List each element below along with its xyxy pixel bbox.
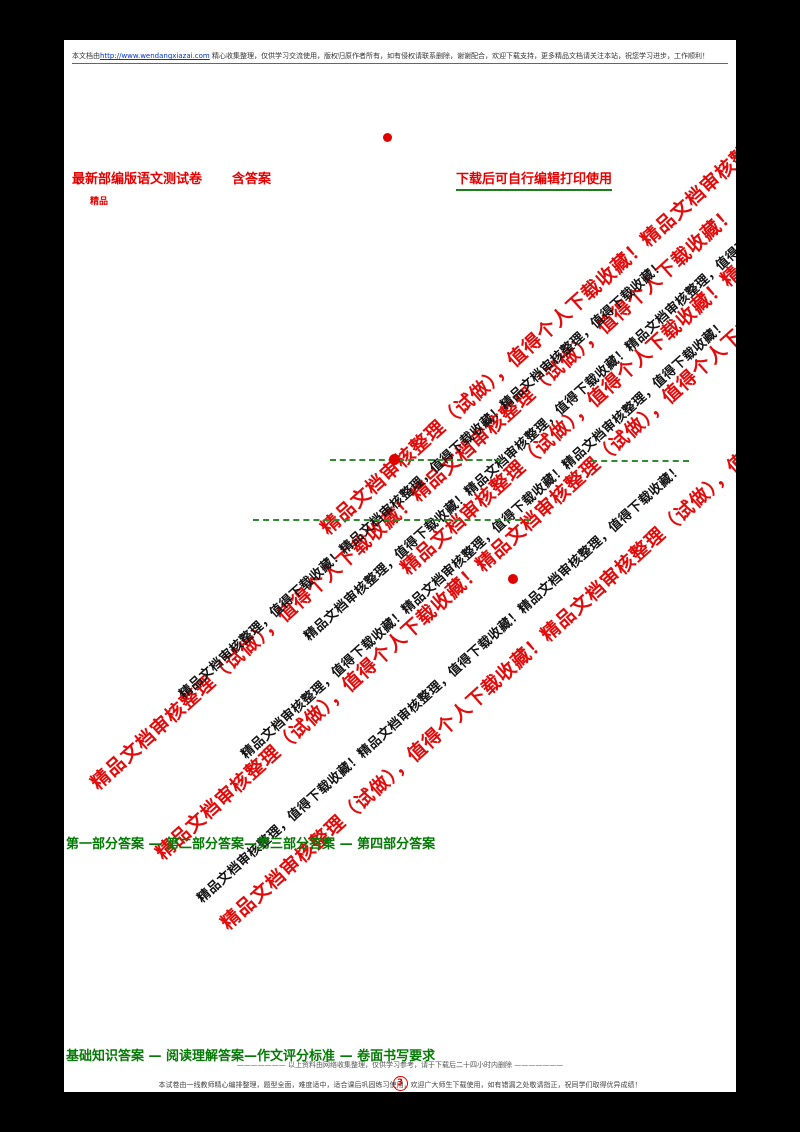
footer-text: 本试卷由一线教师精心编排整理，题型全面，难度适中，适合课后巩固练习使用，欢迎广大… [158,1081,642,1089]
green-dashed-rule [253,519,531,521]
header-prefix-text: 本文档由 [72,52,100,60]
heading-right-underlined: 下载后可自行编辑打印使用 [456,168,613,191]
red-dot-mark [508,574,518,584]
center-note: ——————— 以上资料由网络收集整理，仅供学习参考，请于下载后二十四小时内删除… [236,1061,564,1069]
document-page: 精品文档审核整理（试做），值得个人下载收藏！精品文档审核整理（试做），值得个人下… [64,40,736,1092]
heading-left: 最新部编版语文测试卷 [72,172,203,187]
heading-sub-note: 精品 [90,197,109,207]
page-header: 本文档由http://www.wendangxiazai.com 精心收集整理，… [72,52,728,64]
red-dot-mark [383,133,392,142]
header-suffix-text: 精心收集整理，仅供学习交流使用，版权归原作者所有，如有侵权请联系删除，谢谢配合，… [209,52,709,60]
heading-middle: 含答案 [232,172,272,187]
header-link[interactable]: http://www.wendangxiazai.com [100,52,210,60]
page-number-row: 3 [64,1070,736,1091]
page-number-badge: 3 [392,1076,408,1091]
green-answer-line-1: 第一部分答案 — 第二部分答案—第三部分答案 — 第四部分答案 [66,837,436,852]
green-dashed-rule [330,459,502,461]
content-layer: 本文档由http://www.wendangxiazai.com 精心收集整理，… [64,40,736,1092]
green-dashed-rule [591,460,689,462]
red-dot-mark [389,454,400,465]
green-answer-line-2: 基础知识答案 — 阅读理解答案—作文评分标准 — 卷面书写要求 [66,1049,436,1064]
page-footer: 本试卷由一线教师精心编排整理，题型全面，难度适中，适合课后巩固练习使用，欢迎广大… [104,1080,696,1092]
